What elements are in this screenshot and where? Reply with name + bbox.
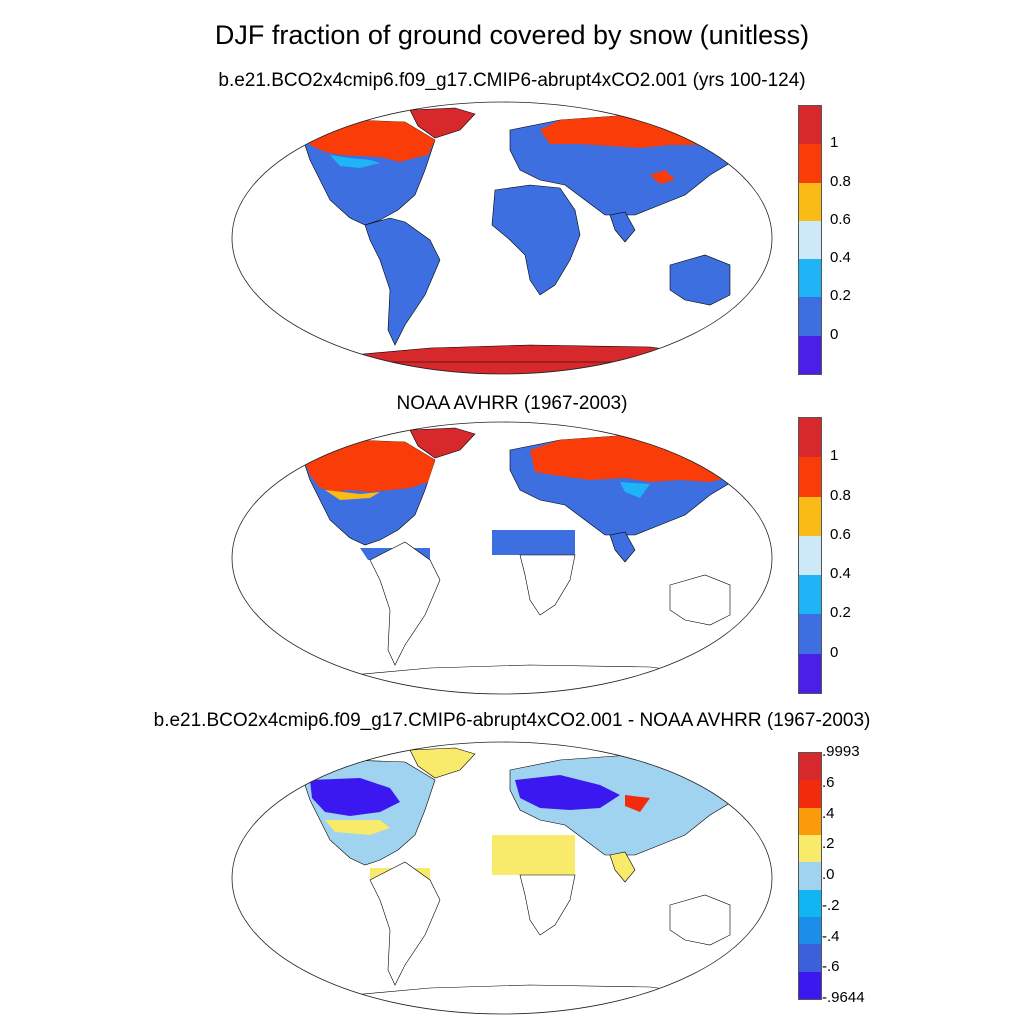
australia-outline bbox=[669, 574, 731, 626]
australia bbox=[669, 254, 731, 306]
north-america-loss bbox=[310, 778, 400, 816]
figure-title: DJF fraction of ground covered by snow (… bbox=[214, 20, 810, 50]
colorbar-tick-label: .9993 bbox=[822, 743, 860, 760]
panel-2-map bbox=[231, 421, 773, 695]
colorbar-tick-label: 0.4 bbox=[830, 565, 851, 583]
south-america bbox=[364, 217, 441, 346]
colorbar-tick-label: -.9644 bbox=[822, 989, 865, 1006]
south-america-outline bbox=[369, 541, 441, 666]
colorbar-swatch bbox=[799, 457, 821, 497]
colorbar-swatch bbox=[799, 496, 821, 536]
colorbar-tick-label: 1 bbox=[830, 134, 839, 152]
colorbar-tick-label: .0 bbox=[822, 866, 835, 883]
colorbar-swatch bbox=[799, 297, 821, 336]
colorbar-tick-label: -.6 bbox=[822, 958, 840, 976]
panel-3-colorbar bbox=[798, 752, 822, 1000]
colorbar-tick-label: 0.2 bbox=[830, 604, 851, 622]
panel-1-subtitle: b.e21.BCO2x4cmip6.f09_g17.CMIP6-abrupt4x… bbox=[218, 70, 806, 91]
colorbar-tick-label: 0.2 bbox=[830, 287, 851, 305]
colorbar-tick-label: 0 bbox=[830, 643, 839, 661]
africa-north bbox=[492, 835, 575, 875]
colorbar-swatch bbox=[799, 780, 821, 808]
colorbar-swatch bbox=[799, 106, 821, 145]
greenland bbox=[409, 427, 476, 459]
panel-3-map bbox=[231, 741, 773, 1015]
africa-outline bbox=[519, 554, 576, 616]
australia-outline bbox=[669, 894, 731, 946]
colorbar-swatch bbox=[799, 259, 821, 298]
panel-1-colorbar bbox=[798, 105, 822, 375]
colorbar-swatch bbox=[799, 944, 821, 972]
colorbar-tick-label: -.2 bbox=[822, 896, 840, 914]
colorbar-tick-label: 0.6 bbox=[830, 210, 851, 228]
colorbar-swatch bbox=[799, 807, 821, 835]
greenland bbox=[409, 747, 476, 779]
colorbar-swatch bbox=[799, 862, 821, 890]
colorbar-swatch bbox=[799, 418, 821, 458]
colorbar-tick-label: -.4 bbox=[822, 927, 840, 945]
colorbar-swatch bbox=[799, 834, 821, 863]
colorbar-swatch bbox=[799, 575, 821, 615]
colorbar-tick-label: 0 bbox=[830, 325, 839, 343]
colorbar-swatch bbox=[799, 144, 821, 183]
africa bbox=[491, 184, 581, 296]
panel-3-subtitle: b.e21.BCO2x4cmip6.f09_g17.CMIP6-abrupt4x… bbox=[153, 710, 871, 731]
colorbar-swatch bbox=[799, 971, 821, 999]
colorbar-swatch bbox=[799, 753, 821, 781]
africa-north bbox=[492, 530, 575, 555]
africa-outline bbox=[519, 874, 576, 936]
colorbar-tick-label: 0.6 bbox=[830, 525, 851, 543]
south-america-outline bbox=[369, 861, 441, 986]
panel-2-subtitle: NOAA AVHRR (1967-2003) bbox=[396, 393, 628, 414]
panel-1-map bbox=[231, 101, 773, 375]
colorbar-tick-label: .2 bbox=[822, 835, 835, 853]
colorbar-tick-label: 0.8 bbox=[830, 486, 851, 504]
colorbar-tick-label: .6 bbox=[822, 773, 835, 791]
colorbar-swatch bbox=[799, 653, 821, 693]
colorbar-swatch bbox=[799, 916, 821, 945]
colorbar-swatch bbox=[799, 182, 821, 221]
colorbar-tick-label: .4 bbox=[822, 804, 835, 822]
north-america-snow bbox=[300, 440, 435, 492]
colorbar-swatch bbox=[799, 889, 821, 917]
eurasia-snow bbox=[530, 435, 750, 482]
eurasia-loss bbox=[515, 775, 620, 810]
greenland bbox=[409, 107, 476, 139]
colorbar-tick-label: 0.8 bbox=[830, 172, 851, 190]
colorbar-swatch bbox=[799, 220, 821, 260]
eurasia-snow bbox=[540, 115, 750, 148]
colorbar-swatch bbox=[799, 614, 821, 654]
colorbar-tick-label: 0.4 bbox=[830, 249, 851, 267]
colorbar-swatch bbox=[799, 335, 821, 374]
panel-2-colorbar bbox=[798, 417, 822, 694]
colorbar-tick-label: 1 bbox=[830, 447, 839, 465]
colorbar-swatch bbox=[799, 535, 821, 576]
